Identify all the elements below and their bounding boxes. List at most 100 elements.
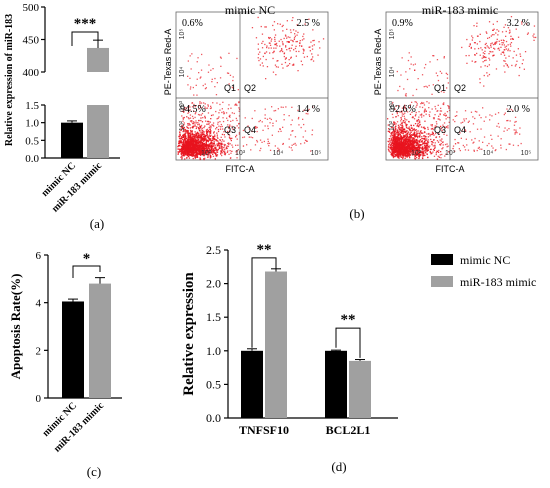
flow-event [408,154,410,156]
flow-event [282,30,284,32]
flow-event [214,86,216,88]
flow-event [212,136,214,138]
flow-event [193,152,195,154]
flow-event [248,128,251,130]
flow-event [393,144,396,146]
flow-event [204,157,206,159]
flow-event [422,148,424,150]
flow-event [221,154,223,157]
flow-event [415,134,418,137]
flow-event [394,137,396,139]
flow-event [446,77,449,79]
flow-event [447,145,449,147]
flow-event [414,101,416,103]
flow-event [496,125,498,127]
flow-event [182,141,185,143]
flow-event [407,147,409,150]
flow-event [264,43,266,46]
flow-event [205,143,207,146]
flow-event [429,115,431,117]
flow-event [393,152,395,154]
flow-event [405,154,407,156]
flow-event [192,151,194,153]
flow-event [221,111,223,114]
flow-event [211,152,213,154]
flow-event [210,114,213,117]
flow-event [412,116,414,118]
flow-event [295,45,297,47]
flow-event [184,149,186,151]
flow-event [484,50,486,52]
flow-event [392,116,394,119]
flow-event [397,124,400,126]
flow-event [219,139,221,142]
flow-event [195,112,197,114]
flow-event [311,134,313,136]
flow-event [417,118,420,121]
flow-event [199,134,201,136]
flow-event [285,35,287,37]
flow-event [404,157,406,159]
flow-event [497,34,499,36]
flow-event [396,150,398,152]
flow-event [207,138,210,140]
flow-event [403,144,405,147]
flow-event [471,139,473,141]
flow-event [183,135,185,138]
flow-event [434,105,436,108]
flow-event [409,140,412,142]
flow-event [264,114,266,116]
flow-event [208,134,211,136]
flow-event [179,144,181,146]
flow-event [216,151,218,153]
flow-event [503,52,505,54]
panel-d-significance-bracket [251,257,277,348]
flow-event [398,144,400,146]
flow-event [194,143,196,145]
flow-event [440,127,443,130]
flow-event [274,43,276,45]
flow-event [420,144,422,146]
flow-event [409,145,411,147]
flow-event [399,124,401,126]
flow-event [434,125,436,127]
flow-event [293,38,295,40]
flow-event [429,135,431,137]
flow-event [200,107,202,109]
flow-event [417,153,419,155]
flow-event [213,138,215,140]
flow-event [272,125,274,127]
flow-event [500,46,502,48]
flow-event [429,148,432,151]
flow-event [201,146,203,148]
flow-event [430,152,432,154]
flow-event [403,113,405,115]
flow-event [414,132,416,134]
flow-event [507,48,510,50]
flow-event [500,138,502,140]
flow-event [192,86,194,89]
flow-event [394,146,396,148]
flow-event [389,135,392,137]
flow-event [205,153,207,155]
panel-a-y-tick-label: 0.0 [25,153,39,165]
flow-event [215,110,217,113]
flow-event [210,145,212,147]
flow-event [238,101,240,103]
flow-event [395,105,397,107]
flow-event [487,75,489,77]
flow-event [411,111,413,113]
flow-event [405,134,407,136]
flow-event [220,65,222,67]
flow-event [203,146,205,149]
panel-d-y-tick-label: 1.5 [206,310,221,324]
flow-event [271,134,273,136]
flow-event [201,138,203,140]
flow-event [400,129,403,132]
flow-event [246,144,248,146]
flow-event [204,151,206,153]
flow-event [421,106,424,109]
flow-event [412,152,414,154]
flow-event [484,60,486,62]
flow-event [287,64,289,67]
